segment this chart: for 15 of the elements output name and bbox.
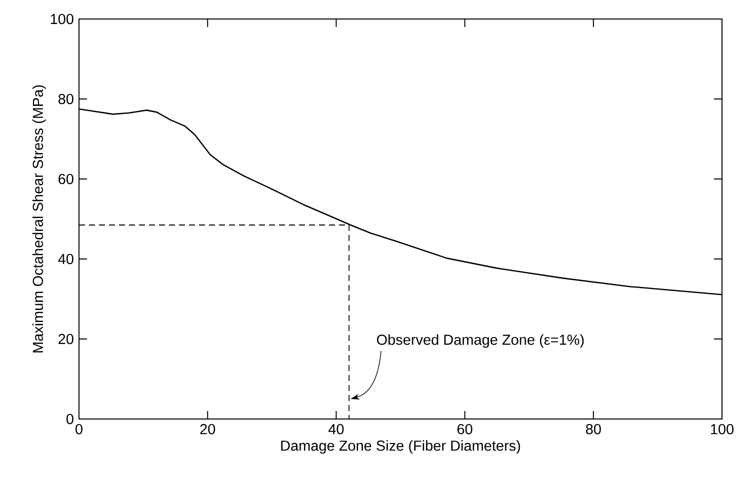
y-tick-label: 60: [58, 174, 74, 184]
y-tick-label: 40: [58, 254, 74, 264]
x-tick-label: 20: [200, 424, 216, 434]
y-tick-label: 100: [50, 14, 74, 24]
annotation: Observed Damage Zone (ε=1%): [376, 334, 584, 348]
x-tick-label: 60: [457, 424, 472, 434]
y-tick-label: 20: [58, 334, 74, 344]
x-tick-label: 80: [586, 424, 601, 434]
y-axis-title: Maximum Octahedral Shear Stress (MPa): [32, 85, 46, 352]
x-axis-title: Damage Zone Size (Fiber Diameters): [281, 440, 520, 454]
x-tick-label: 40: [328, 424, 344, 434]
y-tick-label: 0: [66, 414, 74, 424]
x-tick-label: 0: [76, 424, 82, 434]
x-tick-label: 100: [711, 424, 734, 434]
y-tick-label: 80: [58, 94, 74, 104]
